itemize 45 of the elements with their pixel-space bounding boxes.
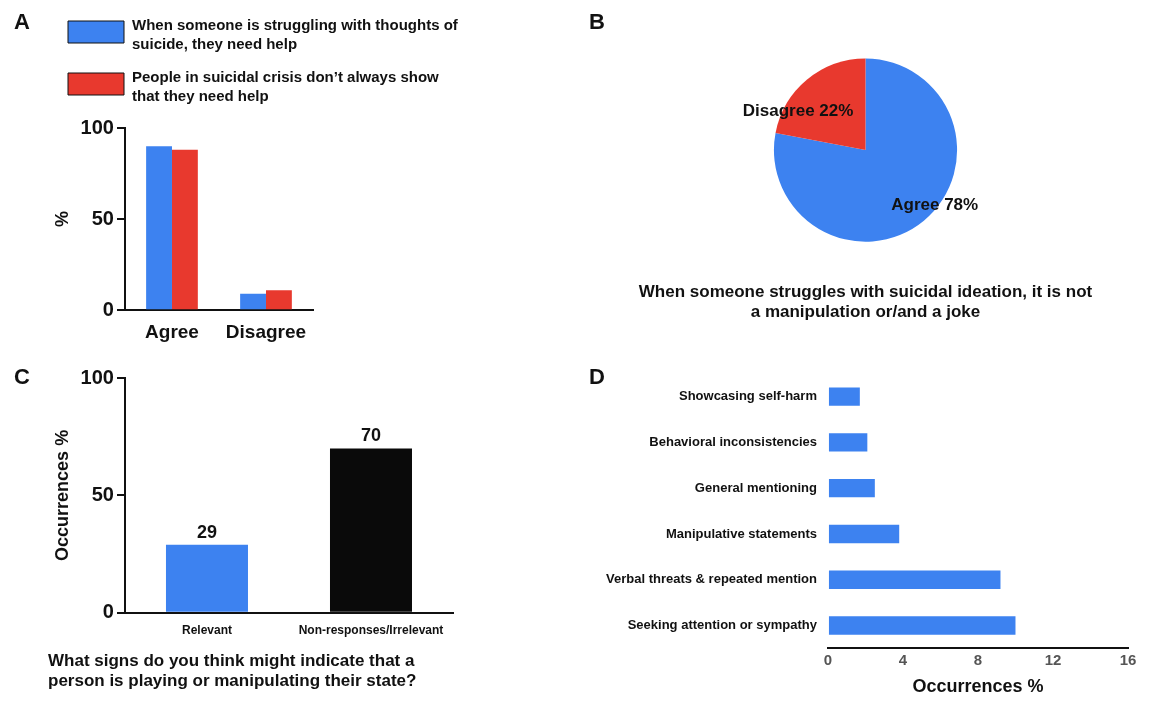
y-tick-label: Behavioral inconsistencies xyxy=(649,434,817,450)
bar xyxy=(828,524,900,544)
bar xyxy=(171,149,198,310)
data-label: 29 xyxy=(196,521,217,542)
x-tick-label: 12 xyxy=(1044,650,1062,668)
x-tick-label: 4 xyxy=(898,650,908,668)
y-tick-label: Showcasing self-harm xyxy=(678,388,817,404)
bar xyxy=(828,479,875,498)
text: When someone struggles with suicidal ideation, it is not a manipulation or/and a joke xyxy=(638,282,1093,322)
y-tick-label: Seeking attention or sympathy xyxy=(627,617,818,633)
text: D xyxy=(589,364,605,390)
bar xyxy=(240,293,266,310)
y-tick-label: 0 xyxy=(102,297,114,320)
bar xyxy=(828,387,860,406)
bar xyxy=(828,570,1001,589)
text: What signs do you think might indicate that a person is playing or manipulating their state? xyxy=(48,651,417,691)
y-tick-label: 100 xyxy=(80,365,114,388)
y-tick-label: 100 xyxy=(80,115,114,138)
x-tick-label: Disagree xyxy=(225,320,307,342)
bar xyxy=(265,290,292,310)
x-tick-label: 16 xyxy=(1119,650,1137,668)
y-tick-label: 50 xyxy=(91,482,114,505)
bar xyxy=(146,146,172,310)
x-tick-label: 8 xyxy=(973,650,983,668)
y-tick-label: Verbal threats & repeated mention xyxy=(606,571,818,587)
y-tick-label: General mentioning xyxy=(694,479,817,495)
legend-label: When someone is struggling with thoughts of suicide, they need help xyxy=(132,15,459,52)
text: C xyxy=(14,364,30,390)
text: A xyxy=(14,9,30,35)
y-tick-label: 0 xyxy=(102,600,114,623)
y-axis-title: % xyxy=(51,211,72,228)
bar xyxy=(828,616,1016,635)
legend-label: People in suicidal crisis don’t always show that they need help xyxy=(132,67,440,104)
y-tick-label: 50 xyxy=(91,206,114,229)
text: B xyxy=(589,9,605,35)
x-tick-label: 0 xyxy=(823,650,833,668)
slice-label: Agree 78% xyxy=(891,195,979,215)
x-tick-label: Relevant xyxy=(181,623,232,638)
bar xyxy=(828,433,868,452)
y-tick-label: Manipulative statements xyxy=(665,525,817,541)
x-axis-title: Occurrences % xyxy=(912,676,1044,697)
data-label: 70 xyxy=(360,425,382,446)
x-tick-label: Non-responses/Irrelevant xyxy=(298,623,444,638)
x-tick-label: Agree xyxy=(145,320,199,342)
y-axis-title: Occurrences % xyxy=(51,429,72,561)
